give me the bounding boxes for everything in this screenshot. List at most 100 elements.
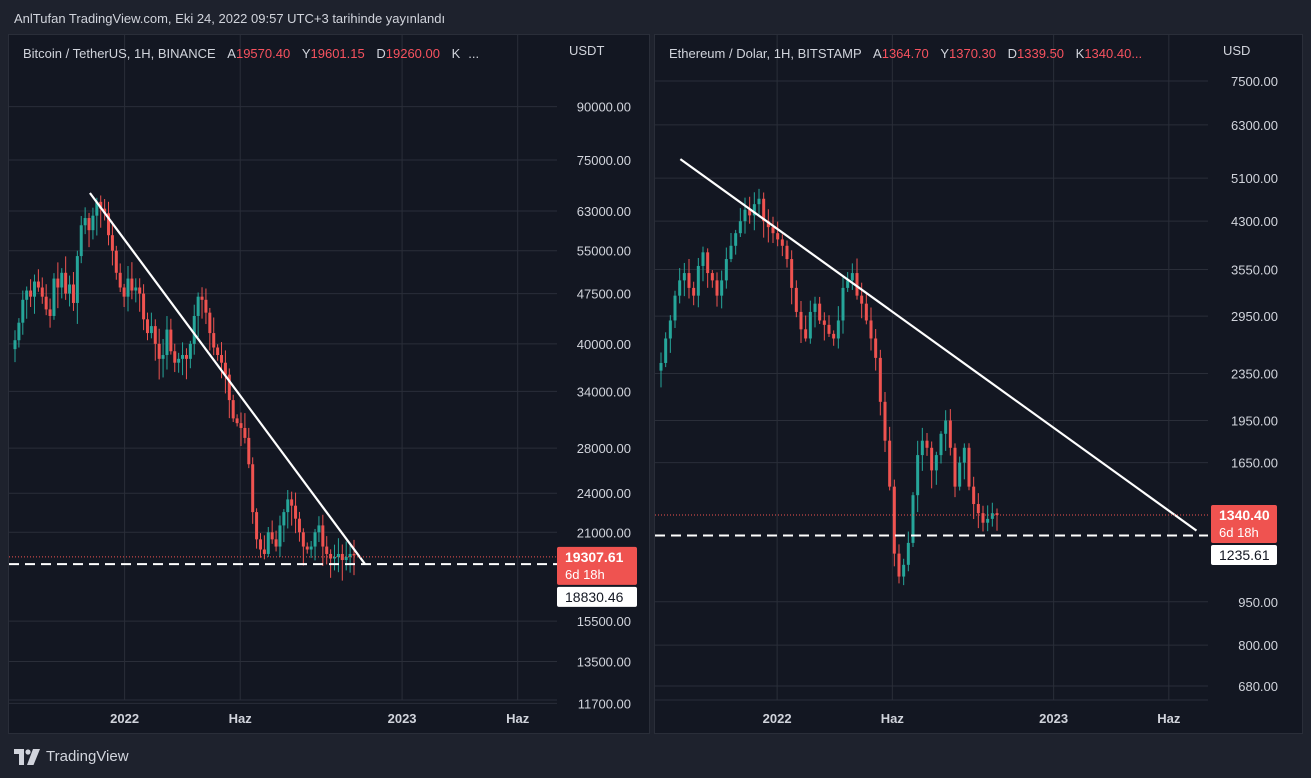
- eth-candle-body: [841, 287, 845, 321]
- eth-candle-body: [790, 259, 794, 288]
- btc-y-tick-label: 40000.00: [577, 337, 631, 352]
- btc-candle-body: [266, 532, 270, 554]
- btc-candle-body: [107, 213, 111, 236]
- eth-candle-body: [911, 495, 915, 543]
- btc-candle-body: [336, 553, 340, 557]
- btc-candle-body: [262, 549, 266, 554]
- eth-high-value: 1370.30: [949, 46, 997, 61]
- btc-low-key: D: [376, 46, 386, 61]
- eth-candle-body: [850, 273, 854, 281]
- btc-high-key: Y: [301, 46, 311, 61]
- btc-candle-body: [216, 347, 220, 356]
- eth-candle-body: [902, 564, 906, 577]
- btc-candle-body: [118, 272, 122, 288]
- btc-candle-body: [313, 532, 317, 547]
- eth-y-tick-label: 680.00: [1238, 679, 1278, 694]
- eth-candle-body: [715, 280, 719, 296]
- eth-y-tick-label: 5100.00: [1231, 171, 1278, 186]
- btc-y-tick-label: 21000.00: [577, 525, 631, 540]
- btc-candle-body: [87, 218, 91, 231]
- btc-candle-body: [91, 215, 95, 231]
- eth-candle-body: [687, 273, 691, 288]
- eth-candle-body: [757, 198, 761, 205]
- eth-candle-body: [682, 273, 686, 281]
- btc-open-key: A: [227, 46, 236, 61]
- btc-candle-body: [255, 512, 259, 540]
- btc-chart-panel[interactable]: 90000.00 75000.00 63000.00 55000.00 47500.00…: [8, 34, 650, 734]
- btc-open-value: 19570.40: [235, 46, 291, 61]
- btc-candle-body: [235, 418, 239, 424]
- btc-candle-body: [145, 319, 149, 334]
- eth-countdown: 6d 18h: [1219, 525, 1259, 540]
- btc-y-tick-label: 75000.00: [577, 153, 631, 168]
- btc-support-value: 18830.46: [565, 589, 624, 605]
- eth-open-key: A: [873, 46, 882, 61]
- btc-candle-body: [134, 287, 138, 291]
- btc-y-tick-label: 63000.00: [577, 204, 631, 219]
- btc-y-tick-label: 24000.00: [577, 486, 631, 501]
- btc-candle-body: [278, 525, 282, 547]
- btc-candle-body: [32, 281, 36, 297]
- eth-candle-body: [720, 280, 724, 296]
- eth-chart-canvas[interactable]: 7500.00 6300.00 5100.00 4300.00 3550.00 2950.…: [655, 35, 1304, 735]
- eth-currency-label: USD: [1223, 43, 1251, 58]
- eth-candle-body: [696, 265, 700, 296]
- eth-symbol: Ethereum / Dolar, 1H, BITSTAMP: [669, 46, 862, 61]
- eth-x-tick-label: 2023: [1039, 711, 1068, 726]
- btc-legend-more: ...: [468, 46, 480, 61]
- eth-candle-body: [958, 462, 962, 487]
- eth-candle-body: [976, 504, 980, 514]
- eth-support-tag: [1211, 544, 1277, 565]
- eth-candle-body: [925, 440, 929, 448]
- btc-candle-body: [290, 499, 294, 506]
- btc-candle-body: [75, 256, 79, 303]
- eth-y-tick-label: 6300.00: [1231, 118, 1278, 133]
- eth-candle-body: [888, 440, 892, 487]
- eth-candle-body: [664, 338, 668, 363]
- eth-candle-body: [701, 252, 705, 266]
- eth-candle-body: [967, 447, 971, 487]
- btc-legend: Bitcoin / TetherUS, 1H, BINANCE A19570.4…: [23, 45, 479, 63]
- btc-candle-body: [251, 464, 255, 513]
- eth-chart-panel[interactable]: 7500.00 6300.00 5100.00 4300.00 3550.00 2950.…: [654, 34, 1303, 734]
- btc-currency-label: USDT: [569, 43, 605, 58]
- eth-last-price-tag: [1211, 504, 1277, 543]
- footer-brand-label: TradingView: [46, 748, 129, 765]
- btc-candle-body: [321, 525, 325, 547]
- eth-candle-body: [953, 447, 957, 487]
- eth-candle-body: [934, 455, 938, 471]
- eth-candle-body: [864, 303, 868, 321]
- btc-candle-body: [192, 315, 196, 344]
- publish-caption: AnlTufan TradingView.com, Eki 24, 2022 0…: [14, 11, 446, 26]
- btc-candle-body: [99, 201, 103, 209]
- btc-candle-body: [173, 351, 177, 363]
- btc-y-tick-label: 11700.00: [578, 696, 631, 711]
- footer-brand[interactable]: TradingView: [14, 745, 129, 769]
- eth-candle-body: [981, 513, 985, 523]
- btc-close-key: K: [451, 46, 461, 61]
- eth-candle-body: [990, 513, 994, 519]
- btc-candle-body: [325, 546, 329, 554]
- eth-low-value: 1339.50: [1017, 46, 1065, 61]
- btc-chart-canvas[interactable]: 90000.00 75000.00 63000.00 55000.00 47500.00…: [9, 35, 651, 735]
- eth-candle-body: [762, 198, 766, 222]
- eth-candle-body: [743, 209, 747, 222]
- btc-candle-body: [301, 532, 305, 547]
- btc-candle-body: [114, 250, 118, 273]
- btc-candle-body: [227, 374, 231, 401]
- eth-candle-body: [748, 209, 752, 216]
- eth-candle-body: [813, 303, 817, 312]
- btc-candle-body: [153, 326, 157, 344]
- eth-candle-body: [846, 280, 850, 288]
- eth-candle-body: [692, 287, 696, 296]
- eth-candle-body: [855, 273, 859, 296]
- btc-candle-body: [169, 329, 173, 352]
- btc-candle-body: [184, 355, 188, 359]
- eth-candle-body: [794, 287, 798, 312]
- eth-candle-body: [724, 259, 728, 281]
- btc-candle-body: [177, 358, 181, 363]
- btc-candle-body: [294, 505, 298, 519]
- btc-candle-body: [157, 343, 161, 359]
- eth-candle-body: [827, 324, 831, 334]
- btc-candle-body: [329, 553, 333, 559]
